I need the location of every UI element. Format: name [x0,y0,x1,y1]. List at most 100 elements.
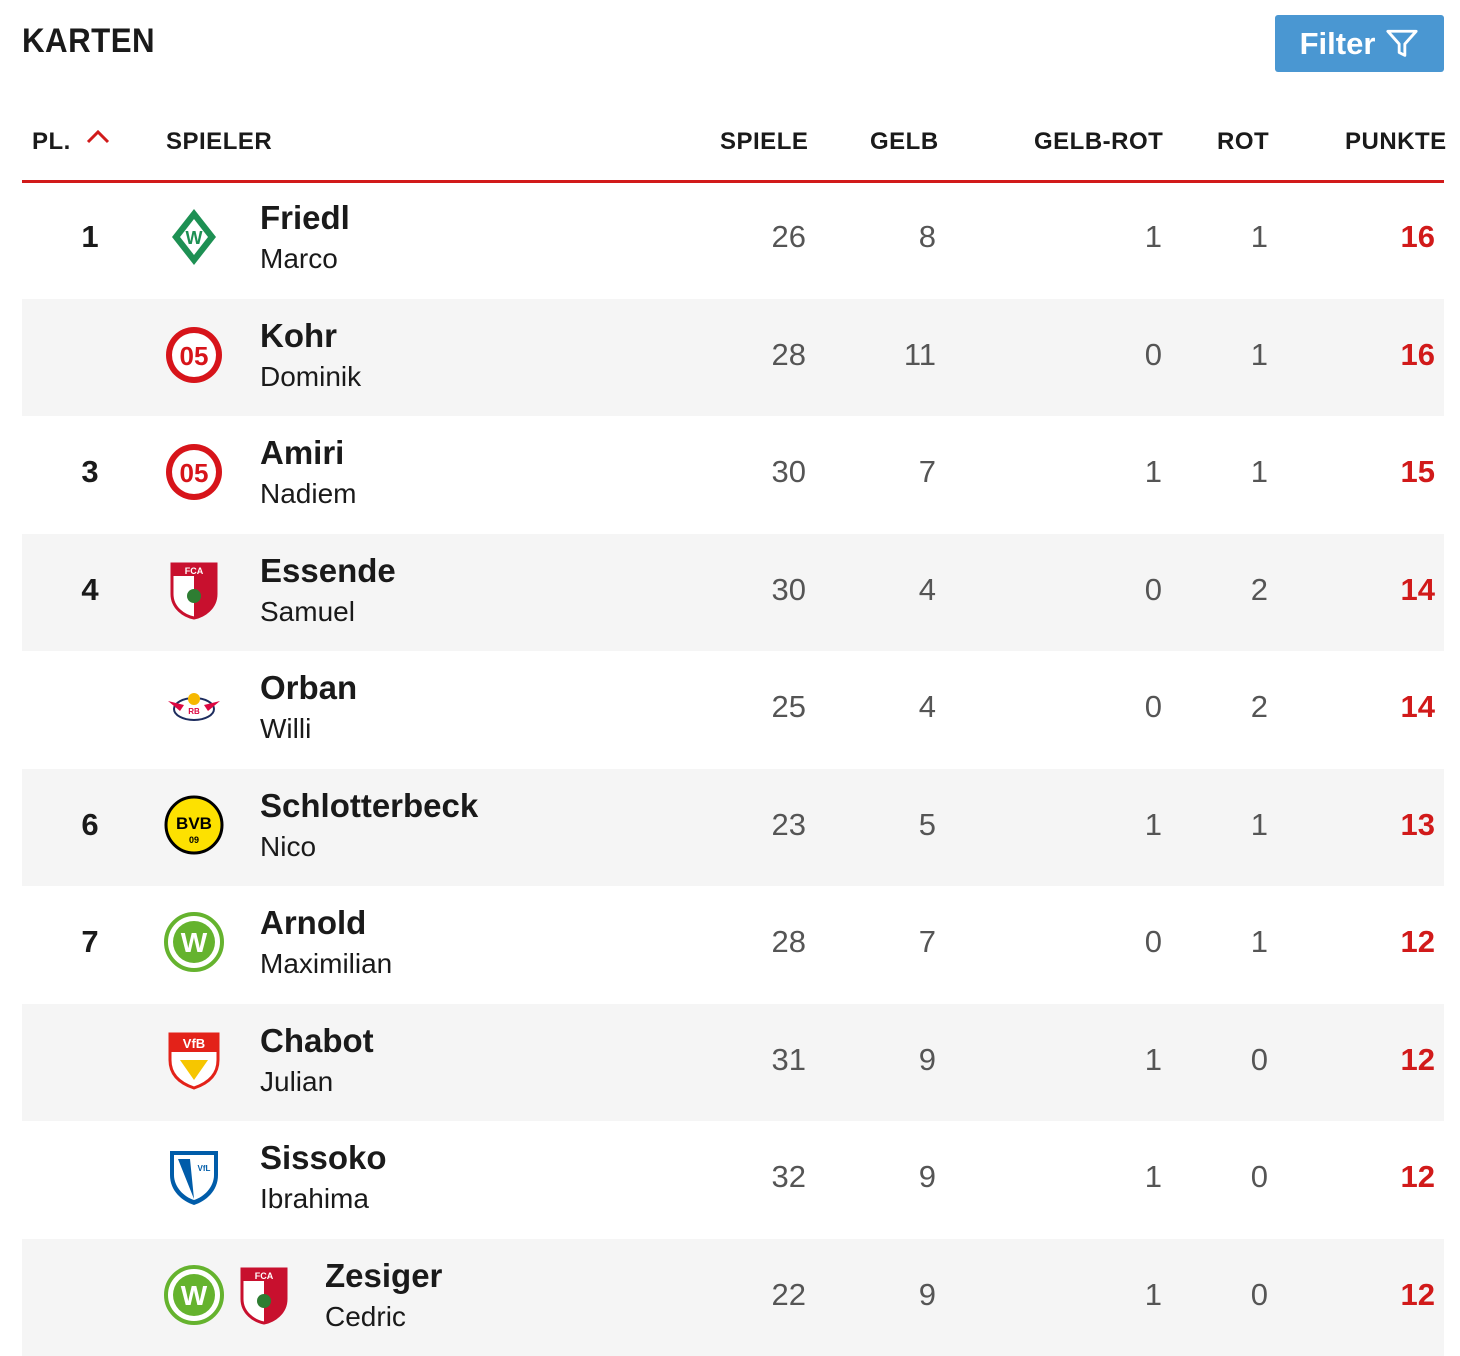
games-cell: 28 [771,336,806,372]
player-last-name[interactable]: Sissoko [260,1139,387,1176]
yellow-red-cards-cell: 1 [1144,454,1162,489]
player-last-name[interactable]: Friedl [260,199,350,236]
player-first-name[interactable]: Nadiem [260,478,357,509]
games-cell: 30 [771,454,806,489]
rb-leipzig-logo[interactable]: RB [164,677,224,737]
player-first-name[interactable]: Nico [260,830,317,862]
page-title: KARTEN [22,22,156,60]
filter-button[interactable]: Filter [1275,15,1444,72]
red-cards-cell: 1 [1250,806,1268,842]
points-cell: 12 [1400,1041,1435,1077]
player-last-name[interactable]: Kohr [260,316,337,354]
column-header-yellow-red[interactable]: GELB-ROT [1034,128,1164,155]
column-header-yellow[interactable]: GELB [870,128,939,155]
red-cards-cell: 0 [1250,1041,1268,1077]
red-cards-cell: 1 [1250,924,1268,959]
player-last-name[interactable]: Essende [260,551,396,589]
filter-label: Filter [1299,25,1376,61]
yellow-red-cards-cell: 0 [1144,571,1162,607]
column-header-games[interactable]: SPIELE [720,128,809,155]
table-row[interactable]: 3 05 Amiri Nadiem 30 7 1 1 15 [22,416,1444,533]
mainz-05-logo[interactable]: 05 [164,442,224,502]
player-last-name[interactable]: Chabot [260,1021,374,1059]
sort-ascending-icon[interactable] [84,126,112,146]
yellow-red-cards-cell: 1 [1144,1041,1162,1077]
table-row[interactable]: W FCA Zesiger Cedric 22 9 1 0 12 [22,1238,1444,1356]
vfb-stuttgart-logo[interactable]: VfB [164,1030,224,1090]
yellow-cards-cell: 4 [918,571,936,607]
red-cards-cell: 0 [1250,1159,1268,1194]
yellow-red-cards-cell: 1 [1144,1159,1162,1194]
games-cell: 25 [771,689,806,724]
svg-text:09: 09 [189,835,199,845]
rank-cell: 1 [81,219,99,254]
player-last-name[interactable]: Orban [260,669,358,706]
wolfsburg-logo[interactable]: W [164,912,224,972]
games-cell: 32 [771,1159,806,1194]
svg-text:VfB: VfB [183,1036,205,1051]
yellow-cards-cell: 11 [903,336,936,372]
table-row[interactable]: 05 Kohr Dominik 28 11 0 1 16 [22,298,1444,416]
column-header-points[interactable]: PUNKTE [1345,128,1447,155]
player-last-name[interactable]: Arnold [260,904,367,941]
points-cell: 12 [1400,1159,1435,1194]
player-last-name[interactable]: Zesiger [325,1256,443,1294]
column-header-red[interactable]: ROT [1217,128,1270,155]
bvb-logo[interactable]: BVB 09 [164,795,224,855]
games-cell: 28 [771,924,806,959]
werder-bremen-logo[interactable]: W [164,207,224,267]
wolfsburg-logo[interactable]: W [164,1264,224,1325]
table-row[interactable]: 6 BVB 09 Schlotterbeck Nico 23 5 1 1 13 [22,768,1444,886]
player-first-name[interactable]: Dominik [260,360,362,392]
mainz-05-logo[interactable]: 05 [164,325,224,385]
table-header: PL. SPIELER SPIELE GELB GELB-ROT ROT PUN… [22,100,1447,183]
yellow-cards-cell: 5 [918,806,936,842]
vfl-bochum-logo[interactable]: VfL [164,1147,224,1207]
points-cell: 12 [1400,924,1435,959]
player-first-name[interactable]: Cedric [325,1300,406,1332]
column-header-rank[interactable]: PL. [32,128,110,156]
yellow-red-cards-cell: 0 [1144,689,1162,724]
svg-text:05: 05 [180,341,209,371]
rank-cell: 6 [81,806,99,842]
player-first-name[interactable]: Samuel [260,595,355,627]
table-row[interactable]: 4 FCA Essende Samuel 30 4 0 2 14 [22,533,1444,651]
svg-text:W: W [181,1280,208,1311]
games-cell: 26 [771,219,806,254]
games-cell: 23 [771,806,806,842]
yellow-cards-cell: 4 [918,689,936,724]
red-cards-cell: 1 [1250,454,1268,489]
player-last-name[interactable]: Schlotterbeck [260,786,479,824]
player-last-name[interactable]: Amiri [260,434,345,471]
points-cell: 16 [1400,336,1435,372]
points-cell: 14 [1400,571,1435,607]
svg-text:W: W [186,228,203,248]
red-cards-cell: 1 [1250,336,1268,372]
svg-text:W: W [181,927,208,958]
player-first-name[interactable]: Ibrahima [260,1183,369,1214]
points-cell: 16 [1400,219,1435,254]
yellow-cards-cell: 9 [918,1041,936,1077]
svg-text:VfL: VfL [198,1164,211,1173]
yellow-cards-cell: 7 [918,454,936,489]
rank-cell: 4 [81,571,99,607]
player-first-name[interactable]: Willi [260,713,312,744]
column-header-player[interactable]: SPIELER [166,128,273,155]
table-row[interactable]: 1 W Friedl Marco 26 8 1 1 16 [22,181,1444,298]
player-first-name[interactable]: Julian [260,1065,334,1097]
rank-cell: 7 [81,924,99,959]
table-row[interactable]: VfL Sissoko Ibrahima 32 9 1 0 12 [22,1121,1444,1238]
table-row[interactable]: RB Orban Willi 25 4 0 2 14 [22,651,1444,768]
red-cards-cell: 2 [1250,689,1268,724]
player-first-name[interactable]: Maximilian [260,948,393,979]
player-first-name[interactable]: Marco [260,243,338,274]
fc-augsburg-logo[interactable]: FCA [164,560,224,620]
points-cell: 12 [1400,1276,1435,1312]
svg-text:BVB: BVB [176,814,212,833]
yellow-cards-cell: 8 [918,219,936,254]
table-row[interactable]: 7 W Arnold Maximilian 28 7 0 1 12 [22,886,1444,1003]
table-row[interactable]: VfB Chabot Julian 31 9 1 0 12 [22,1003,1444,1121]
yellow-red-cards-cell: 0 [1144,336,1162,372]
fc-augsburg-logo[interactable]: FCA [234,1265,294,1325]
funnel-icon [1386,29,1418,57]
